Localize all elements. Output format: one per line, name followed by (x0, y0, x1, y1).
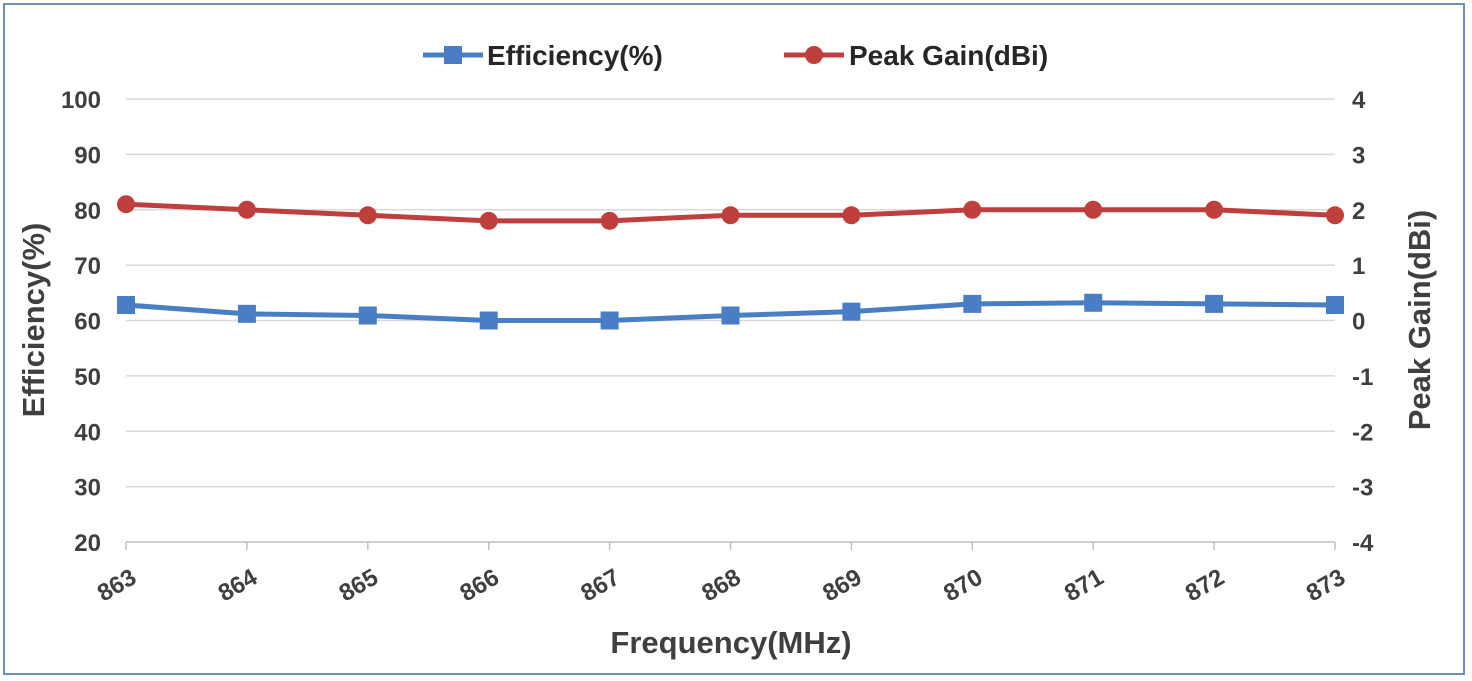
data-point-efficiency (963, 294, 982, 313)
x-axis-title: Frequency(MHz) (610, 625, 851, 660)
data-point-efficiency (237, 304, 256, 323)
series-efficiency (117, 293, 1344, 330)
x-tick-label: 864 (214, 563, 263, 607)
right-y-tick-labels: 4 3 2 1 0 -1 -2 -3 -4 (1352, 87, 1374, 557)
chart-frame (3, 3, 1465, 675)
right-y-tick-label: 4 (1352, 87, 1366, 114)
legend-peak-gain-marker (805, 46, 823, 64)
right-y-tick-label: -3 (1352, 475, 1373, 502)
data-point-peak-gain (1084, 200, 1103, 219)
data-point-peak-gain (1205, 200, 1224, 219)
data-point-peak-gain (1326, 206, 1344, 225)
data-point-efficiency (358, 306, 377, 325)
left-y-tick-label: 40 (74, 419, 101, 446)
data-point-peak-gain (600, 211, 619, 230)
right-y-tick-label: -2 (1352, 419, 1373, 446)
legend: Efficiency(%) Peak Gain(dBi) (423, 40, 1048, 71)
data-point-peak-gain (721, 206, 740, 225)
left-y-tick-labels: 100 90 80 70 60 50 40 30 20 (61, 87, 101, 557)
left-y-tick-label: 90 (74, 142, 101, 169)
x-tick-label: 872 (1181, 564, 1229, 607)
data-point-efficiency (1326, 295, 1344, 314)
series-layer (117, 195, 1344, 330)
data-point-efficiency (1205, 294, 1224, 313)
left-y-tick-label: 100 (61, 87, 101, 114)
right-y-tick-label: 1 (1352, 253, 1365, 280)
left-y-axis-title: Efficiency(%) (16, 223, 51, 418)
data-point-peak-gain (963, 200, 982, 219)
data-point-peak-gain (842, 206, 861, 225)
data-point-efficiency (721, 306, 740, 325)
right-y-axis-title: Peak Gain(dBi) (1402, 210, 1437, 431)
data-point-peak-gain (479, 211, 498, 230)
x-tick-labels: 863 864 865 866 867 868 869 870 871 872 873 (93, 563, 1350, 607)
series-peak-gain (117, 195, 1344, 230)
legend-item-peak-gain: Peak Gain(dBi) (784, 40, 1048, 71)
x-tick-label: 863 (93, 564, 141, 607)
data-point-efficiency (117, 295, 135, 314)
data-point-efficiency (1084, 293, 1103, 312)
x-tick-label: 867 (576, 564, 624, 607)
legend-efficiency-label: Efficiency(%) (487, 40, 663, 71)
x-tick-label: 865 (335, 564, 383, 607)
left-y-tick-label: 50 (74, 364, 101, 391)
left-y-tick-label: 30 (74, 475, 101, 502)
data-point-peak-gain (358, 206, 377, 225)
gridlines (126, 98, 1335, 488)
right-y-tick-label: 3 (1352, 142, 1365, 169)
left-y-tick-label: 60 (74, 309, 101, 336)
x-tick-label: 870 (939, 564, 987, 607)
right-y-tick-label: -4 (1352, 530, 1374, 557)
data-point-peak-gain (117, 195, 135, 214)
data-point-efficiency (842, 302, 861, 321)
data-point-efficiency (479, 311, 498, 330)
legend-peak-gain-label: Peak Gain(dBi) (849, 40, 1048, 71)
right-y-tick-label: -1 (1352, 364, 1373, 391)
left-y-tick-label: 20 (74, 530, 101, 557)
data-point-efficiency (600, 311, 619, 330)
x-tick-label: 873 (1302, 564, 1350, 607)
left-y-tick-label: 80 (74, 198, 101, 225)
legend-efficiency-marker (444, 46, 462, 64)
legend-item-efficiency: Efficiency(%) (423, 40, 663, 71)
left-y-tick-label: 70 (74, 253, 101, 280)
x-tick-label: 871 (1060, 564, 1108, 607)
x-tick-label: 869 (818, 564, 866, 607)
right-y-tick-label: 2 (1352, 198, 1365, 225)
axes (125, 541, 1336, 550)
x-tick-label: 866 (456, 564, 504, 607)
right-y-tick-label: 0 (1352, 309, 1365, 336)
data-point-peak-gain (237, 200, 256, 219)
x-tick-label: 868 (697, 564, 745, 607)
